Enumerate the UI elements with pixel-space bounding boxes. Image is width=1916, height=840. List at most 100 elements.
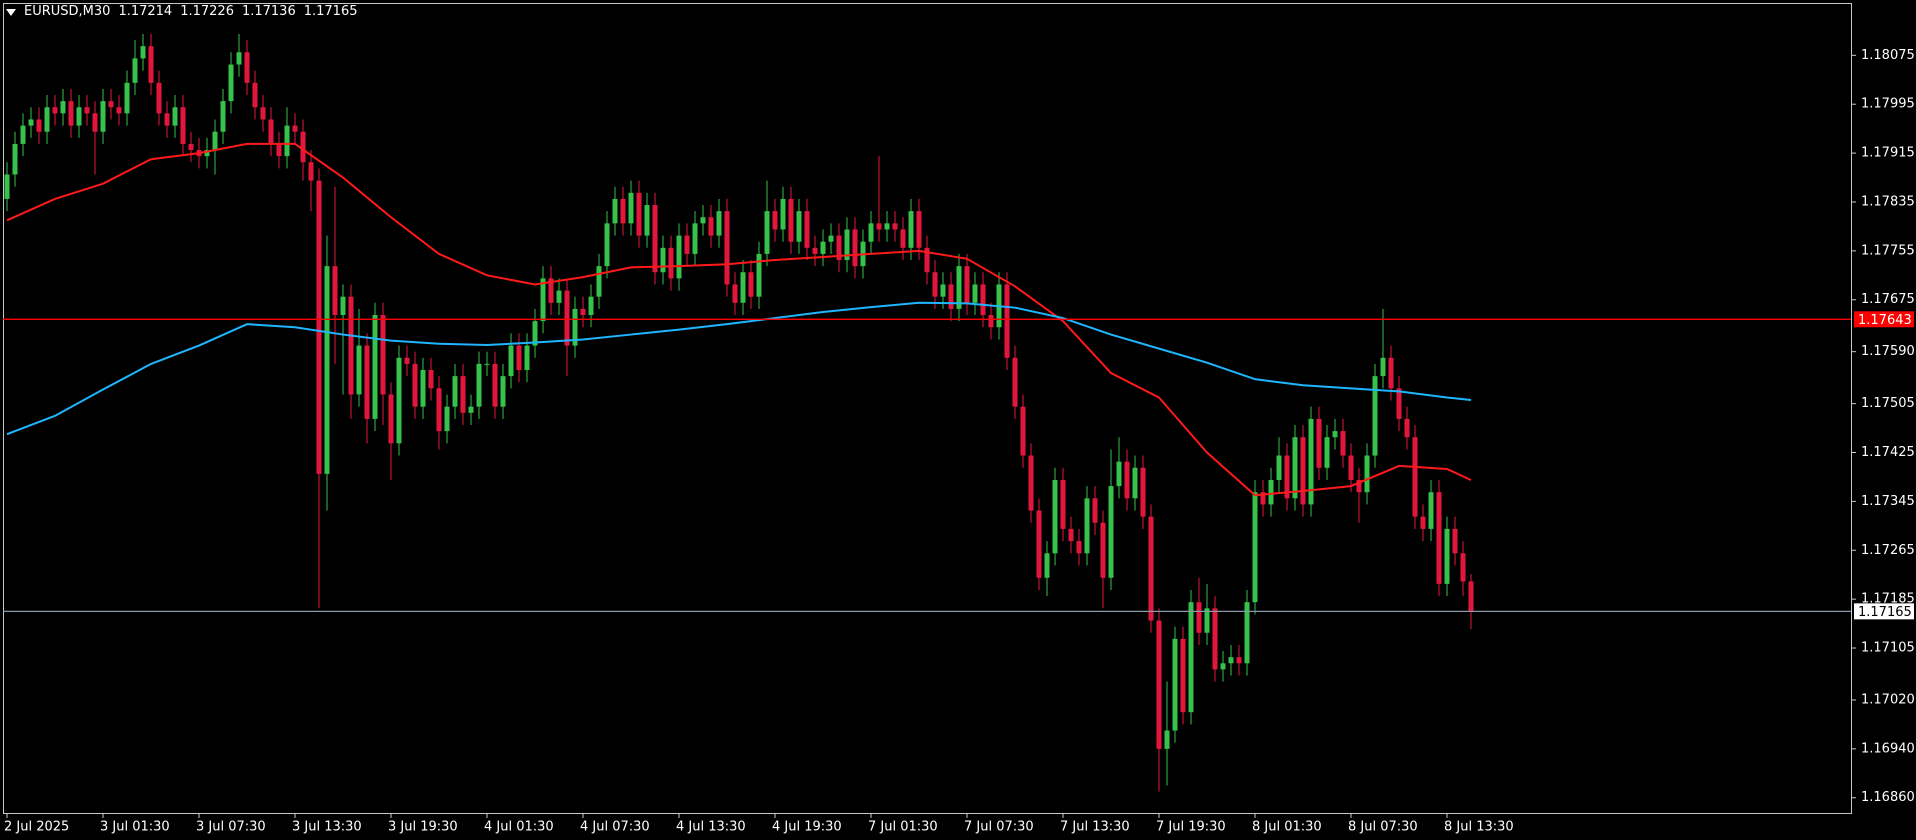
menu-arrow[interactable]	[6, 9, 16, 16]
x-tick-label: 8 Jul 13:30	[1444, 820, 1514, 835]
y-tick-label: 1.17835	[1861, 194, 1915, 209]
x-tick-label: 7 Jul 19:30	[1156, 820, 1226, 835]
candle-body	[1388, 357, 1394, 389]
candle-body	[580, 308, 586, 316]
candle-body	[732, 284, 738, 303]
candle-body	[908, 211, 914, 248]
candle-body	[204, 150, 210, 157]
candle-body	[1300, 437, 1306, 505]
candle-body	[1092, 498, 1098, 523]
symbol: EURUSD,M30	[24, 4, 111, 19]
candle-body	[532, 321, 538, 346]
candle-body	[108, 101, 114, 108]
candle-body	[116, 107, 122, 114]
candle-body	[268, 119, 274, 144]
candle-body	[364, 345, 370, 419]
candle-body	[1436, 492, 1442, 584]
x-tick-label: 3 Jul 07:30	[196, 820, 266, 835]
candle-body	[828, 235, 834, 242]
candle-body	[36, 119, 42, 132]
candle-body	[1468, 581, 1474, 612]
candle-body	[404, 357, 410, 364]
candle-body	[1052, 479, 1058, 554]
candle-body	[1068, 528, 1074, 542]
candle-body	[1396, 388, 1402, 419]
candle-body	[1348, 455, 1354, 480]
candle-body	[172, 107, 178, 126]
candle-body	[1044, 553, 1050, 578]
candle-body	[916, 211, 922, 248]
x-tick-label: 7 Jul 13:30	[1060, 820, 1130, 835]
candle-body	[948, 284, 954, 309]
candle-body	[372, 315, 378, 419]
candle-body	[20, 125, 26, 144]
candle-body	[324, 266, 330, 474]
y-tick-label: 1.16940	[1861, 741, 1915, 756]
moving-average	[6, 301, 1472, 436]
x-tick-label: 8 Jul 07:30	[1348, 820, 1418, 835]
candle-body	[1156, 620, 1162, 749]
candle-body	[1132, 467, 1138, 499]
candle-body	[556, 290, 562, 303]
candle-body	[1420, 516, 1426, 529]
y-tick-label: 1.17425	[1861, 445, 1915, 460]
candle-body	[900, 229, 906, 248]
candle-body	[956, 266, 962, 309]
candle-body	[420, 370, 426, 407]
candle-body	[780, 198, 786, 230]
candle-body	[12, 143, 18, 175]
x-tick-label: 4 Jul 13:30	[676, 820, 746, 835]
candle-body	[892, 223, 898, 230]
candle-body	[940, 284, 946, 297]
plot-frame	[3, 3, 1852, 814]
candle-body	[1244, 602, 1250, 664]
candle-body	[1148, 516, 1154, 621]
candle-body	[1172, 638, 1178, 731]
candle-body	[796, 211, 802, 242]
candle-body	[644, 205, 650, 236]
candle-body	[964, 266, 970, 303]
candle-body	[292, 125, 298, 132]
candle-body	[236, 52, 242, 65]
y-tick-label: 1.17505	[1861, 396, 1915, 411]
candle-body	[564, 290, 570, 346]
candle-body	[812, 247, 818, 254]
candle-body	[444, 406, 450, 432]
candle-body	[284, 125, 290, 157]
x-tick-label: 4 Jul 01:30	[484, 820, 554, 835]
y-tick-label: 1.16860	[1861, 790, 1915, 805]
candle-body	[1108, 486, 1114, 578]
candle-body	[708, 217, 714, 236]
candle-body	[676, 235, 682, 279]
candle-body	[932, 272, 938, 297]
candle-body	[76, 107, 82, 126]
candle-body	[1284, 455, 1290, 499]
candle-body	[380, 315, 386, 395]
y-tick-label: 1.17345	[1861, 494, 1915, 509]
candle-body	[1220, 663, 1226, 670]
candle-body	[68, 101, 74, 126]
candle-body	[300, 131, 306, 163]
x-tick-label: 3 Jul 19:30	[388, 820, 458, 835]
x-tick-label: 7 Jul 01:30	[868, 820, 938, 835]
candle-body	[972, 284, 978, 303]
candle-body	[724, 211, 730, 285]
candle-body	[1116, 461, 1122, 487]
candle-body	[844, 229, 850, 261]
candle-body	[548, 278, 554, 303]
ohlc-high: 1.17226	[180, 4, 234, 19]
candle-body	[52, 107, 58, 114]
candle-body	[1340, 431, 1346, 456]
candle-body	[428, 370, 434, 389]
candle-body	[492, 363, 498, 407]
candle-body	[1372, 376, 1378, 456]
candle-body	[668, 247, 674, 279]
candle-body	[1060, 479, 1066, 529]
candle-body	[1236, 657, 1242, 664]
ohlc-low: 1.17136	[241, 4, 296, 19]
candle-body	[4, 174, 10, 199]
candle-body	[756, 253, 762, 297]
candle-body	[1252, 492, 1258, 603]
y-tick-label: 1.17590	[1861, 344, 1915, 359]
